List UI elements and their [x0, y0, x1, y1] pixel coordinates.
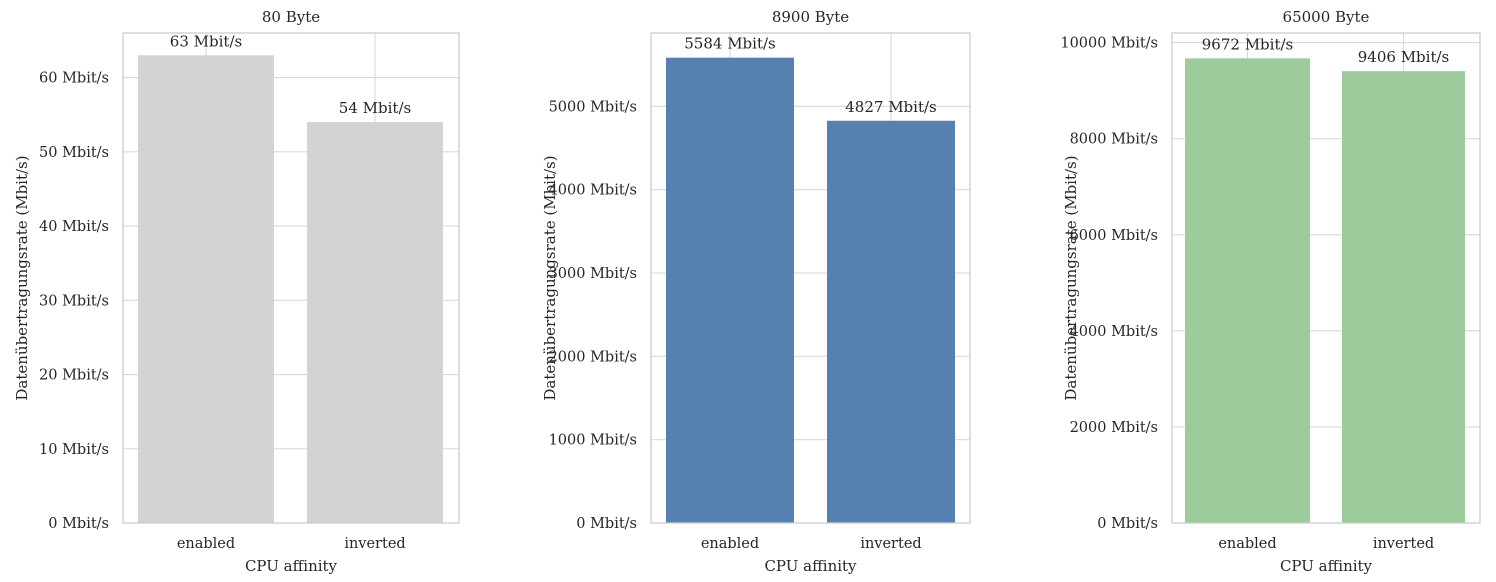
plot-frame: [650, 32, 971, 524]
y-tick-label: 0 Mbit/s: [48, 516, 109, 532]
y-tick-label: 3000 Mbit/s: [549, 266, 637, 282]
y-axis-label: Datenübertragungsrate (Mbit/s): [541, 155, 559, 400]
y-tick-label: 2000 Mbit/s: [1070, 420, 1158, 436]
x-tick-label: inverted: [1373, 536, 1434, 552]
chart-title: 80 Byte: [262, 8, 320, 26]
y-tick-label: 4000 Mbit/s: [549, 183, 637, 199]
y-tick-label: 20 Mbit/s: [39, 368, 109, 384]
data-label: 9672 Mbit/s: [1202, 35, 1293, 53]
data-label: 4827 Mbit/s: [845, 98, 936, 116]
y-tick-label: 5000 Mbit/s: [549, 99, 637, 115]
bar-inverted: [307, 122, 443, 523]
y-tick-label: 4000 Mbit/s: [1070, 324, 1158, 340]
chart-panel-1: 63 Mbit/s 54 Mbit/s 0 Mbit/s 10 Mbit/s 20 Mb…: [13, 8, 460, 575]
y-tick-label: 30 Mbit/s: [39, 293, 109, 309]
plot-frame: [122, 32, 460, 524]
x-tick-label: enabled: [1218, 536, 1276, 552]
data-label: 9406 Mbit/s: [1358, 48, 1449, 66]
y-tick-label: 60 Mbit/s: [39, 71, 109, 87]
bar-inverted: [1342, 71, 1465, 524]
plot-frame: [1171, 32, 1481, 524]
bar-enabled: [138, 55, 274, 523]
data-label: 54 Mbit/s: [339, 99, 411, 117]
chart-panel-3: 9672 Mbit/s 9406 Mbit/s 0 Mbit/s 2000 Mbit/…: [1060, 8, 1481, 575]
x-tick-label: enabled: [177, 536, 235, 552]
bar-enabled: [1185, 58, 1310, 523]
chart-panel-2: 5584 Mbit/s 4827 Mbit/s 0 Mbit/s 1000 Mbit/…: [541, 8, 971, 575]
bar-enabled: [666, 57, 794, 524]
y-tick-label: 10 Mbit/s: [39, 442, 109, 458]
y-tick-label: 2000 Mbit/s: [549, 349, 637, 365]
x-tick-label: inverted: [344, 536, 405, 552]
x-axis-label: CPU affinity: [245, 557, 338, 575]
y-tick-label: 8000 Mbit/s: [1070, 132, 1158, 148]
data-label: 63 Mbit/s: [170, 32, 242, 50]
y-tick-label: 50 Mbit/s: [39, 145, 109, 161]
x-tick-label: enabled: [701, 536, 759, 552]
x-axis-label: CPU affinity: [1280, 557, 1373, 575]
y-tick-label: 0 Mbit/s: [576, 516, 637, 532]
y-tick-label: 40 Mbit/s: [39, 219, 109, 235]
y-tick-label: 0 Mbit/s: [1097, 516, 1158, 532]
y-axis-label: Datenübertragungsrate (Mbit/s): [13, 155, 31, 400]
y-axis-label: Datenübertragungsrate (Mbit/s): [1062, 155, 1080, 400]
y-tick-label: 6000 Mbit/s: [1070, 228, 1158, 244]
y-tick-label: 10000 Mbit/s: [1060, 36, 1158, 52]
chart-title: 65000 Byte: [1283, 8, 1370, 26]
bar-inverted: [827, 120, 955, 523]
data-label: 5584 Mbit/s: [684, 35, 775, 53]
x-tick-label: inverted: [860, 536, 921, 552]
chart-title: 8900 Byte: [772, 8, 849, 26]
x-axis-label: CPU affinity: [764, 557, 857, 575]
y-tick-label: 1000 Mbit/s: [549, 433, 637, 449]
